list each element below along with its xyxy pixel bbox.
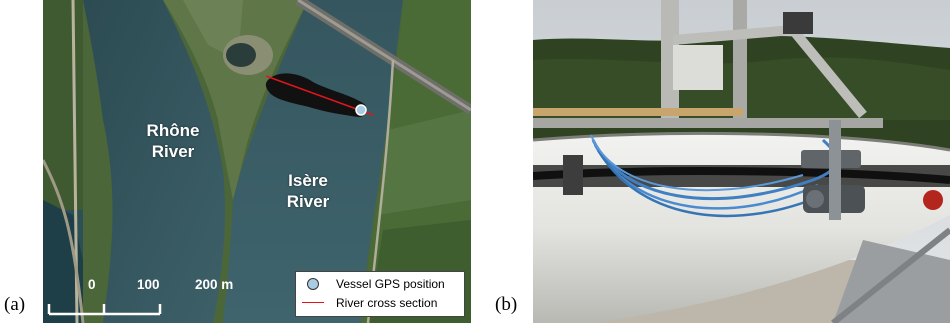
isere-label-line1: Isère bbox=[273, 170, 343, 191]
scale-label-100: 100 bbox=[137, 277, 160, 292]
boat-photo bbox=[533, 0, 950, 323]
scale-label-200: 200 m bbox=[195, 277, 233, 292]
rhone-label-line2: River bbox=[138, 141, 208, 162]
rhone-river-label: Rhône River bbox=[138, 120, 208, 162]
panel-label-b: (b) bbox=[495, 294, 517, 316]
isere-label-line2: River bbox=[273, 191, 343, 212]
legend-gps-label: Vessel GPS position bbox=[336, 275, 445, 293]
rhone-label-line1: Rhône bbox=[138, 120, 208, 141]
panel-label-a: (a) bbox=[4, 294, 25, 316]
legend-section-label: River cross section bbox=[336, 294, 437, 312]
map-legend: Vessel GPS position River cross section bbox=[295, 271, 465, 317]
gps-marker-icon bbox=[307, 278, 319, 290]
boat-mounted-sensors-icon bbox=[533, 0, 950, 323]
cross-section-line-icon bbox=[302, 302, 324, 303]
isere-river-label: Isère River bbox=[273, 170, 343, 212]
scale-label-0: 0 bbox=[88, 277, 96, 292]
